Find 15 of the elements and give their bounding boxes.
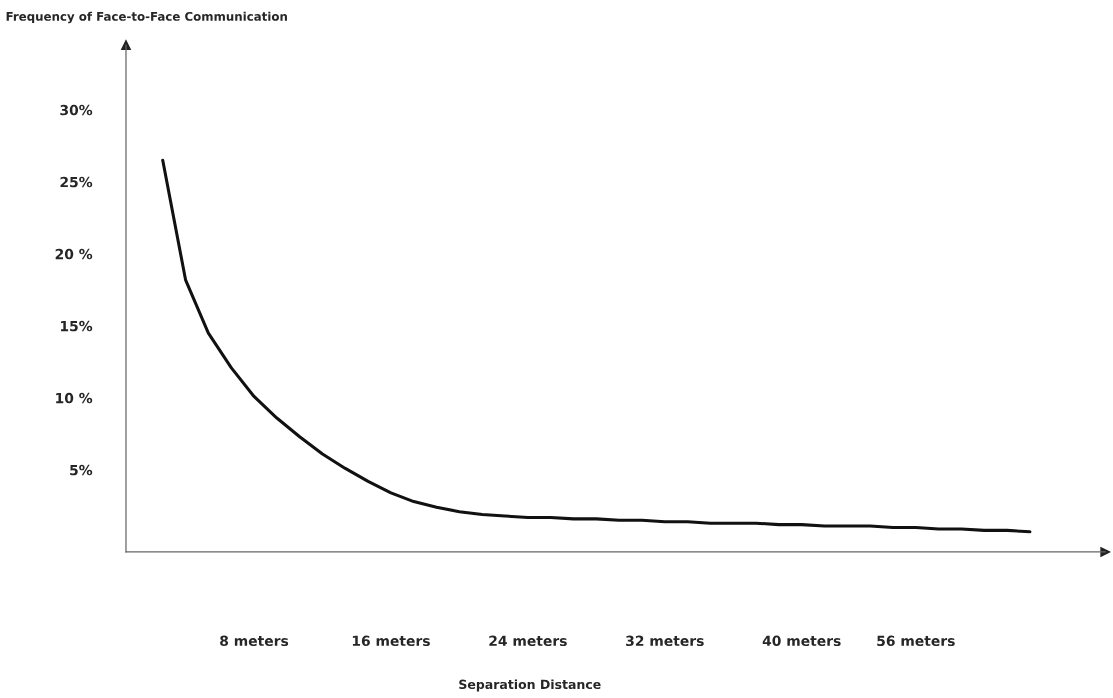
y-tick-label: 30% [60,104,93,116]
x-tick-label: 8 meters [220,635,289,647]
y-tick-label: 5% [70,464,93,476]
y-tick-label: 15% [60,320,93,332]
x-tick-label: 40 meters [762,635,841,647]
y-tick-label: 20 % [55,248,93,260]
y-tick-label: 10 % [56,392,93,404]
chart-title: Frequency of Face-to-Face Communication [6,11,287,24]
x-tick-label: 32 meters [626,635,704,647]
x-axis-title: Separation Distance [459,679,601,692]
x-tick-label: 24 meters [489,635,567,647]
y-tick-label: 25% [60,176,93,188]
x-tick-label: 56 meters [877,635,955,647]
x-tick-label: 16 meters [352,635,430,647]
line-series [161,158,1032,534]
